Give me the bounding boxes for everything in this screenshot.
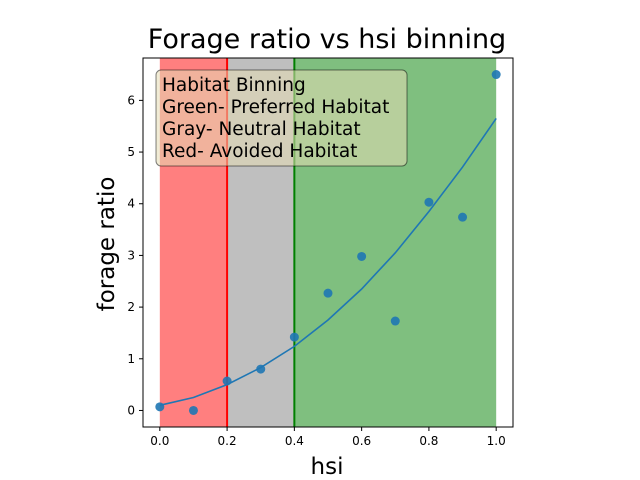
data-point (424, 197, 434, 207)
data-point (289, 332, 299, 342)
x-tick-label: 1.0 (487, 434, 506, 448)
axes-frame (142, 57, 514, 428)
data-point (491, 70, 501, 80)
data-point (188, 405, 198, 415)
data-point (155, 402, 165, 412)
annotation-box-background (155, 69, 408, 167)
y-tick-label: 6 (127, 93, 135, 107)
annotation-line: Habitat Binning (162, 75, 306, 96)
y-axis-label: forage ratio (94, 177, 120, 312)
y-tick-label: 5 (127, 145, 135, 159)
y-tick-label: 3 (127, 248, 135, 262)
y-tick-label: 4 (127, 197, 135, 211)
x-tick-label: 0.6 (352, 434, 371, 448)
x-tick-label: 0.2 (218, 434, 237, 448)
annotation-box: Habitat Binning Green- Preferred Habitat… (155, 69, 408, 167)
annotation-line: Red- Avoided Habitat (162, 141, 357, 162)
y-tick-label: 2 (127, 300, 135, 314)
data-point (458, 212, 468, 222)
x-axis-label: hsi (311, 454, 344, 480)
annotation-line: Gray- Neutral Habitat (162, 119, 361, 140)
fit-line (159, 118, 497, 407)
data-point (357, 251, 367, 261)
x-tick-label: 0.0 (150, 434, 169, 448)
x-tick-label: 0.8 (419, 434, 438, 448)
data-point (323, 288, 333, 298)
y-tick-label: 0 (127, 403, 135, 417)
data-point (390, 316, 400, 326)
y-tick-label: 1 (127, 352, 135, 366)
chart-title: Forage ratio vs hsi binning (148, 24, 506, 55)
x-tick-label: 0.4 (285, 434, 304, 448)
annotation-line: Green- Preferred Habitat (162, 97, 389, 118)
